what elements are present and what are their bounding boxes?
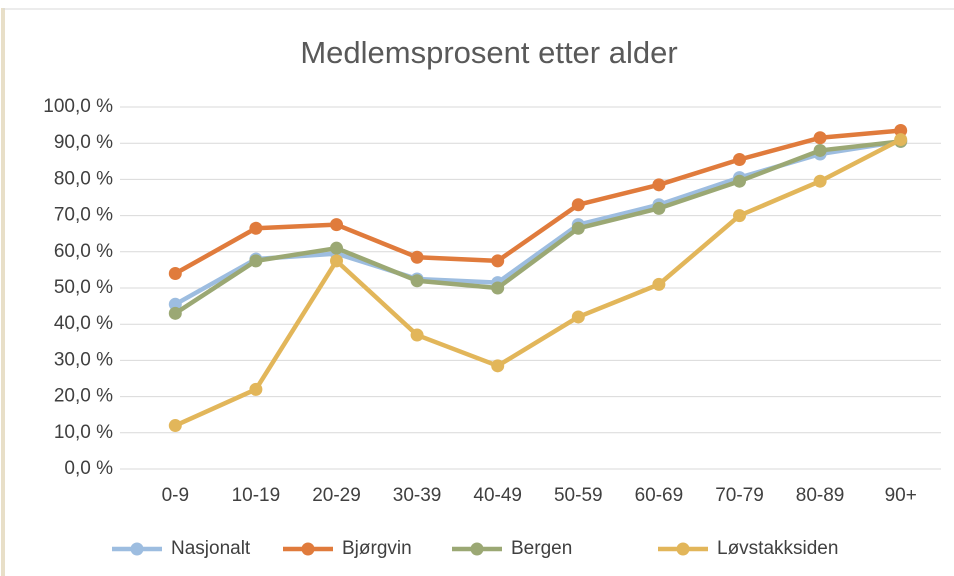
data-point (410, 328, 424, 342)
series-line (174, 128, 901, 276)
data-point (330, 218, 343, 232)
data-point (571, 198, 585, 212)
legend-label: Bjørgvin (342, 538, 412, 559)
data-point (733, 209, 746, 223)
data-point (813, 174, 827, 188)
x-tick-label: 30-39 (393, 485, 442, 506)
data-point (491, 281, 505, 295)
legend-label: Nasjonalt (171, 538, 251, 559)
x-tick-label: 90+ (885, 485, 917, 506)
y-tick-label: 70,0 % (54, 205, 113, 226)
data-point (652, 178, 666, 192)
legend-marker (470, 542, 484, 556)
x-tick-label: 50-59 (554, 485, 603, 506)
data-point (410, 250, 424, 264)
data-point (330, 241, 343, 255)
y-tick-label: 80,0 % (54, 168, 113, 189)
legend-label: Løvstakksiden (717, 538, 838, 559)
data-point (652, 201, 666, 215)
data-point (813, 131, 827, 145)
legend-marker (130, 542, 144, 556)
y-tick-label: 20,0 % (54, 386, 113, 407)
data-point (571, 310, 585, 324)
data-point (733, 152, 746, 166)
y-tick-label: 40,0 % (54, 313, 113, 334)
legend-label: Bergen (511, 538, 572, 559)
data-point (894, 124, 908, 138)
data-point (491, 254, 505, 268)
data-point (571, 221, 585, 235)
data-point (330, 254, 343, 268)
data-point (733, 174, 746, 188)
y-tick-label: 30,0 % (54, 349, 113, 370)
y-tick-label: 90,0 % (54, 132, 113, 153)
chart-title: Medlemsprosent etter alder (300, 35, 677, 70)
x-tick-label: 40-49 (473, 485, 522, 506)
data-point (168, 306, 182, 320)
legend-marker (301, 542, 315, 556)
y-tick-label: 0,0 % (64, 458, 113, 479)
y-tick-label: 50,0 % (54, 277, 113, 298)
x-tick-label: 10-19 (232, 485, 281, 506)
data-point (168, 267, 182, 281)
series-line (174, 139, 901, 316)
legend-marker (676, 542, 690, 556)
x-tick-label: 60-69 (635, 485, 684, 506)
x-tick-label: 80-89 (796, 485, 845, 506)
x-tick-label: 20-29 (312, 485, 361, 506)
data-point (410, 274, 424, 288)
data-point (894, 133, 908, 147)
data-point (491, 359, 505, 373)
data-point (249, 382, 263, 396)
x-tick-label: 0-9 (162, 485, 189, 506)
x-tick-label: 70-79 (715, 485, 764, 506)
y-tick-label: 10,0 % (54, 422, 113, 443)
data-point (249, 254, 263, 268)
data-point (168, 419, 182, 433)
y-tick-label: 60,0 % (54, 241, 113, 262)
data-point (813, 143, 827, 157)
y-tick-label: 100,0 % (43, 96, 113, 117)
data-point (168, 297, 182, 311)
data-point (652, 277, 666, 291)
series-line (174, 137, 902, 428)
data-point (249, 221, 263, 235)
